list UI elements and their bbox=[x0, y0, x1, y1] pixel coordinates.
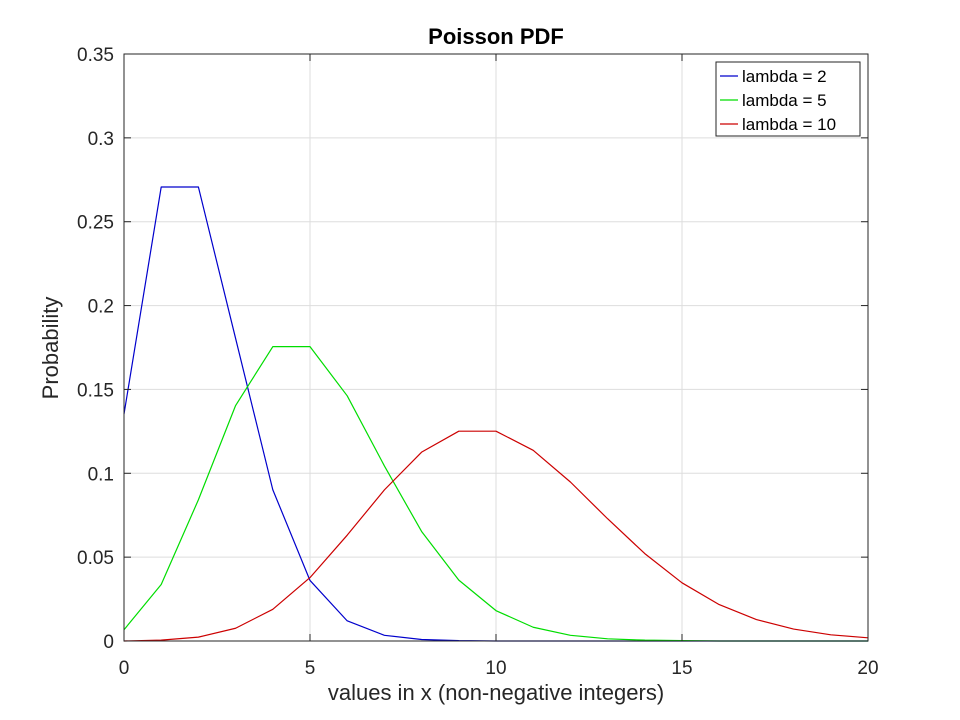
series-line-lambda-10 bbox=[123, 430, 869, 642]
y-tick-label: 0.05 bbox=[77, 548, 114, 569]
x-tick-label: 0 bbox=[119, 658, 130, 679]
legend-label: lambda = 2 bbox=[742, 67, 827, 86]
y-tick-label: 0 bbox=[103, 632, 114, 653]
grid-lines bbox=[124, 54, 868, 641]
y-tick-label: 0.15 bbox=[77, 380, 114, 401]
y-axis-label: Probability bbox=[38, 297, 63, 400]
x-tick-labels: 0 5 10 15 20 bbox=[119, 658, 879, 679]
y-tick-label: 0.25 bbox=[77, 213, 114, 234]
legend: lambda = 2 lambda = 5 lambda = 10 bbox=[715, 61, 861, 137]
legend-label: lambda = 5 bbox=[742, 91, 827, 110]
y-tick-label: 0.3 bbox=[88, 129, 114, 150]
legend-label: lambda = 10 bbox=[742, 115, 836, 134]
chart-title: Poisson PDF bbox=[428, 24, 564, 49]
y-tick-label: 0.35 bbox=[77, 45, 114, 66]
y-tick-labels: 0 0.05 0.1 0.15 0.2 0.25 0.3 0.35 bbox=[77, 45, 114, 653]
x-tick-label: 20 bbox=[857, 658, 878, 679]
axis-ticks bbox=[123, 53, 869, 642]
legend-box bbox=[715, 61, 861, 137]
x-axis-label: values in x (non-negative integers) bbox=[328, 680, 664, 705]
x-tick-label: 5 bbox=[305, 658, 316, 679]
x-tick-label: 15 bbox=[671, 658, 692, 679]
y-tick-label: 0.1 bbox=[88, 464, 114, 485]
x-tick-label: 10 bbox=[485, 658, 506, 679]
y-tick-label: 0.2 bbox=[88, 297, 114, 318]
